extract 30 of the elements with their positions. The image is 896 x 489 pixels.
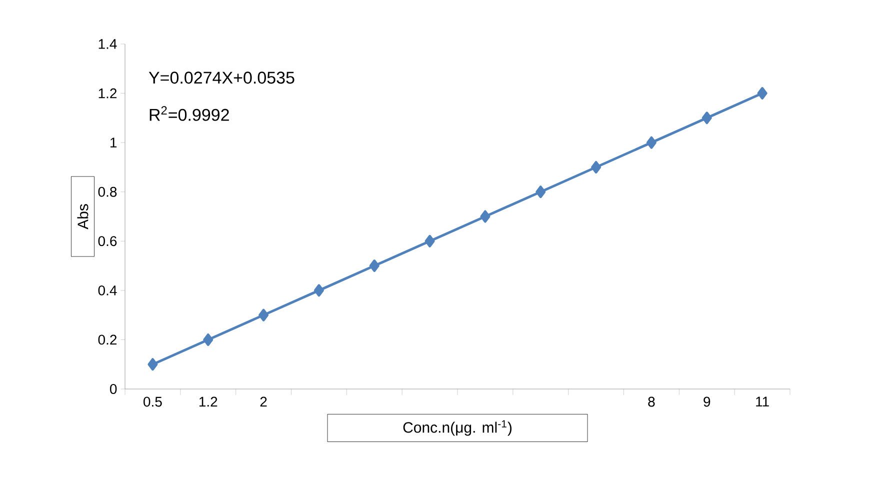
x-tick-label: 1.2: [199, 396, 218, 407]
point: [757, 87, 768, 100]
point: [480, 210, 490, 223]
x-tick-label: 2: [260, 396, 267, 407]
point: [702, 112, 712, 124]
annotation: R$^{2}$=0.9992: [150, 106, 229, 121]
x-tick-label: 0.5: [144, 396, 162, 407]
y-tick-label: 0.8: [98, 186, 117, 197]
point: [424, 234, 435, 248]
y-tick-label: 1: [110, 138, 117, 148]
x-tick-label: 8: [648, 396, 655, 407]
x-axis-title: Conc.n(μg. ml$^{-1}$): [403, 420, 512, 436]
point: [148, 358, 158, 371]
y-tick-label: 0.6: [98, 236, 117, 246]
point: [314, 284, 324, 297]
point: [536, 186, 546, 198]
annotation: Y=0.0274X+0.0535: [148, 72, 294, 84]
y-tick-label: 0.2: [98, 334, 117, 345]
point: [203, 333, 214, 346]
y-tick-label: 0.4: [98, 285, 117, 296]
point: [258, 308, 269, 322]
y-tick-label: 1.4: [98, 39, 117, 49]
y-tick-label: 1.2: [98, 88, 117, 98]
point: [591, 160, 602, 174]
point: [369, 260, 380, 272]
y-tick-label: 0: [110, 384, 117, 394]
x-tick-label: 9: [704, 396, 710, 407]
x-tick-label: 11: [756, 396, 769, 406]
point: [646, 136, 656, 149]
y-axis-title: Abs: [77, 204, 88, 230]
